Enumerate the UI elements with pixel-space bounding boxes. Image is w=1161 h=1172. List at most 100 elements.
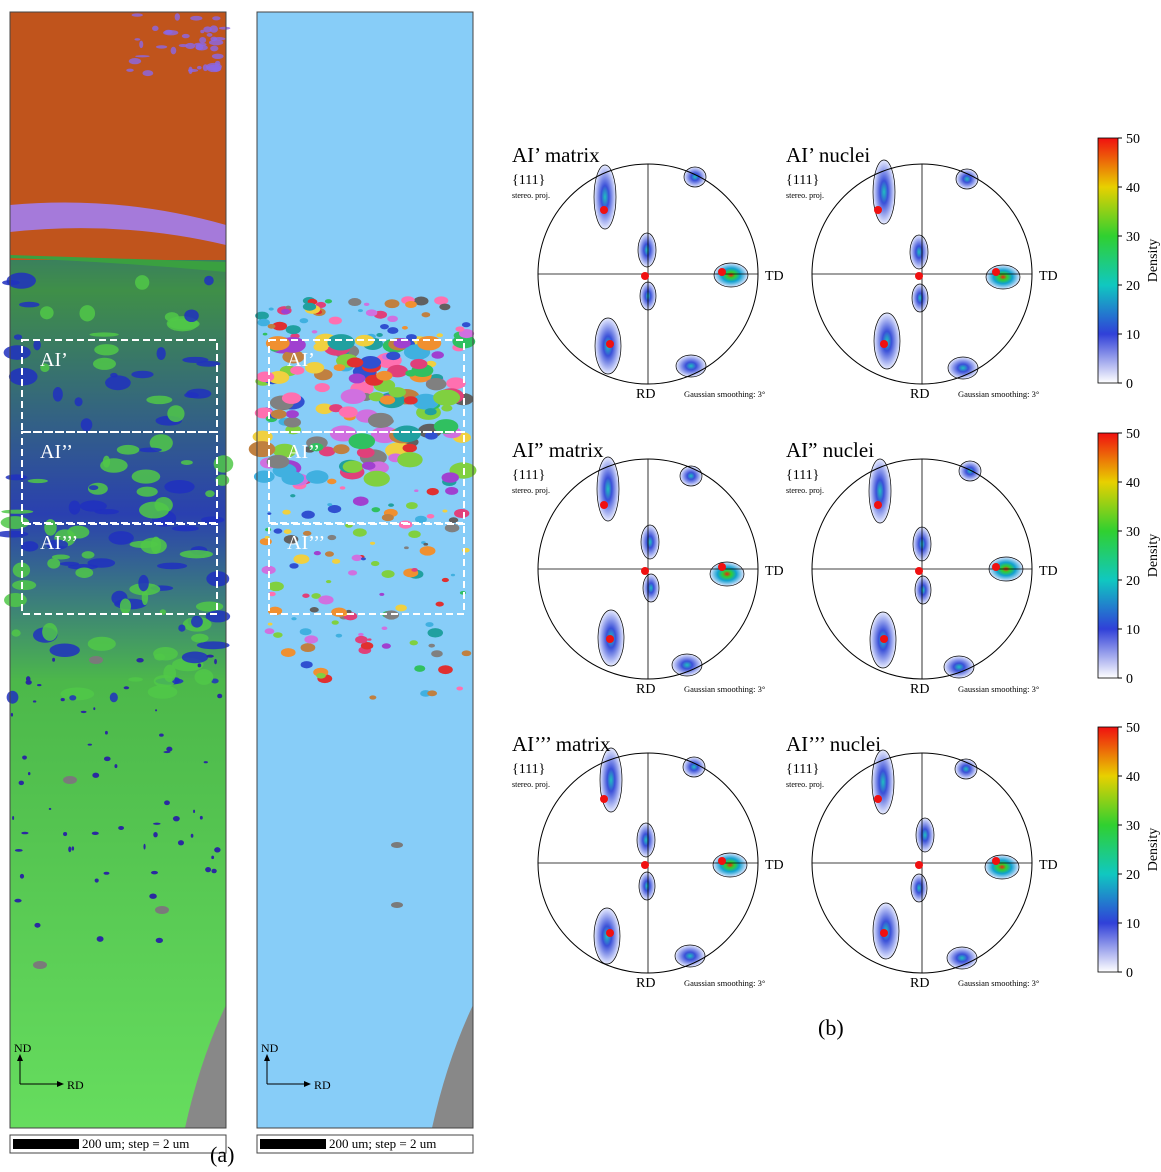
ideal-orientation	[874, 795, 882, 803]
arrow-head	[264, 1054, 270, 1061]
density-blob	[914, 575, 932, 605]
map-grain	[367, 638, 372, 641]
map-grain	[459, 591, 466, 595]
map-grain	[365, 309, 378, 317]
map-grey-grain	[155, 906, 169, 914]
map-background	[257, 12, 473, 1128]
map-corner	[432, 1005, 473, 1128]
density-blob	[911, 283, 929, 313]
map-grey-grain	[33, 961, 47, 969]
pole-figure: AI” matrix {111} stereo. proj. RD TD Gaussian…	[512, 438, 784, 697]
map-grain	[79, 500, 107, 512]
map-grain	[141, 589, 149, 606]
axis-label: RD	[67, 1078, 84, 1092]
map-grain	[136, 486, 158, 497]
colorbar-tick-label: 0	[1126, 966, 1133, 981]
map-grain	[164, 479, 195, 494]
map-grain	[156, 347, 166, 360]
map-grain	[131, 370, 154, 379]
density-blob	[943, 655, 975, 679]
map-speck	[143, 843, 146, 850]
map-grain	[455, 326, 465, 332]
map-grain	[324, 551, 334, 557]
map-grain	[417, 335, 442, 351]
map-grain	[458, 329, 475, 339]
map-frame	[256, 11, 474, 1129]
map-grain	[200, 516, 225, 524]
arrow-head	[304, 1081, 311, 1087]
density-blob	[636, 822, 656, 858]
map-grain	[388, 387, 406, 398]
map-grain	[13, 334, 23, 340]
map-grain	[444, 523, 460, 533]
projection-label: stereo. proj.	[512, 191, 550, 200]
map-grain	[369, 695, 377, 700]
td-label: TD	[765, 564, 784, 579]
map-grain	[351, 554, 363, 562]
map-speck	[159, 733, 164, 737]
map-grain	[184, 309, 199, 323]
density-blob	[954, 758, 978, 780]
smoothing-label: Gaussian smoothing: 3°	[958, 684, 1039, 694]
colorbar-tick-label: 20	[1126, 279, 1140, 294]
map-spot	[131, 13, 143, 17]
map-grain	[196, 641, 230, 650]
map-grain	[335, 633, 343, 638]
map-grain	[88, 485, 99, 491]
map-spot	[211, 53, 224, 60]
map-grain	[11, 629, 21, 637]
smoothing-label: Gaussian smoothing: 3°	[684, 389, 765, 399]
map-speck	[94, 878, 99, 883]
map-grain	[150, 536, 162, 554]
ideal-orientation	[718, 857, 726, 865]
map-grain	[67, 563, 99, 570]
density-blob	[947, 356, 979, 380]
map-speck	[14, 898, 22, 903]
map-grain	[376, 333, 383, 337]
colorbar-tick-label: 50	[1126, 427, 1140, 442]
map-grain	[282, 509, 291, 515]
arrow-head	[17, 1054, 23, 1061]
map-grain	[60, 687, 95, 701]
map-grain	[329, 404, 343, 413]
map-grain	[379, 592, 385, 596]
map-grain	[383, 610, 400, 620]
map-spot	[190, 15, 203, 21]
map-grain	[309, 607, 319, 613]
map-grain	[405, 300, 417, 309]
map-grain	[381, 626, 388, 631]
map-grain	[302, 530, 312, 536]
density-blob	[872, 159, 896, 225]
map-spot	[174, 13, 180, 21]
map-grain	[47, 558, 61, 569]
projection-label: stereo. proj.	[786, 191, 824, 200]
map-grain	[194, 669, 214, 685]
rd-label: RD	[636, 387, 655, 402]
map-grain	[285, 325, 301, 335]
map-grain	[302, 302, 317, 311]
density-blob	[910, 873, 928, 903]
map-grain	[388, 503, 395, 507]
map-grain	[433, 389, 461, 406]
smoothing-label: Gaussian smoothing: 3°	[958, 389, 1039, 399]
map-grain	[318, 595, 334, 605]
map-speck	[155, 709, 158, 712]
map-grain	[324, 299, 333, 304]
map-grain	[369, 541, 376, 545]
map-grain	[268, 307, 274, 311]
map-grain	[40, 363, 50, 373]
ebsd-map: AI’ AI’’ AI’’’ ND RD 200 um; step = 2 um	[248, 11, 477, 1154]
map-grain	[191, 633, 209, 643]
map-speck	[149, 893, 157, 899]
pole-figure: AI’ nuclei {111} stereo. proj. RD TD Gaussian…	[786, 143, 1058, 402]
ideal-orientation	[992, 857, 1000, 865]
map-spot	[181, 33, 190, 39]
map-grain	[69, 695, 77, 701]
map-speck	[91, 831, 99, 836]
region-label: AI’’’	[40, 532, 78, 554]
map-grain	[259, 537, 272, 546]
map-grain	[421, 312, 431, 318]
ideal-orientation	[992, 563, 1000, 571]
map-grain	[195, 601, 224, 612]
